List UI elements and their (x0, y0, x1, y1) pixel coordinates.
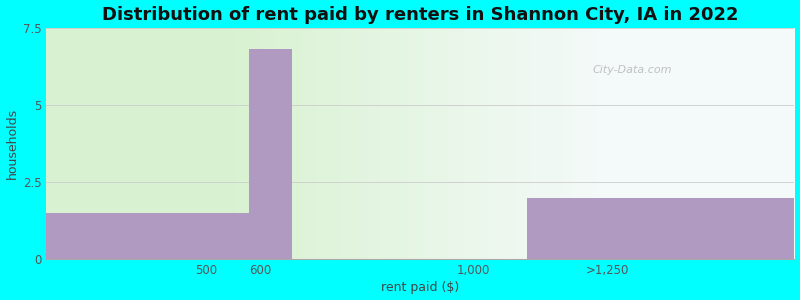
X-axis label: rent paid ($): rent paid ($) (382, 281, 459, 294)
Bar (527, 198, 794, 260)
Y-axis label: households: households (6, 108, 18, 179)
Title: Distribution of rent paid by renters in Shannon City, IA in 2022: Distribution of rent paid by renters in … (102, 6, 738, 24)
Bar (46, 213, 250, 260)
Text: City-Data.com: City-Data.com (593, 64, 672, 75)
Bar (250, 50, 292, 260)
